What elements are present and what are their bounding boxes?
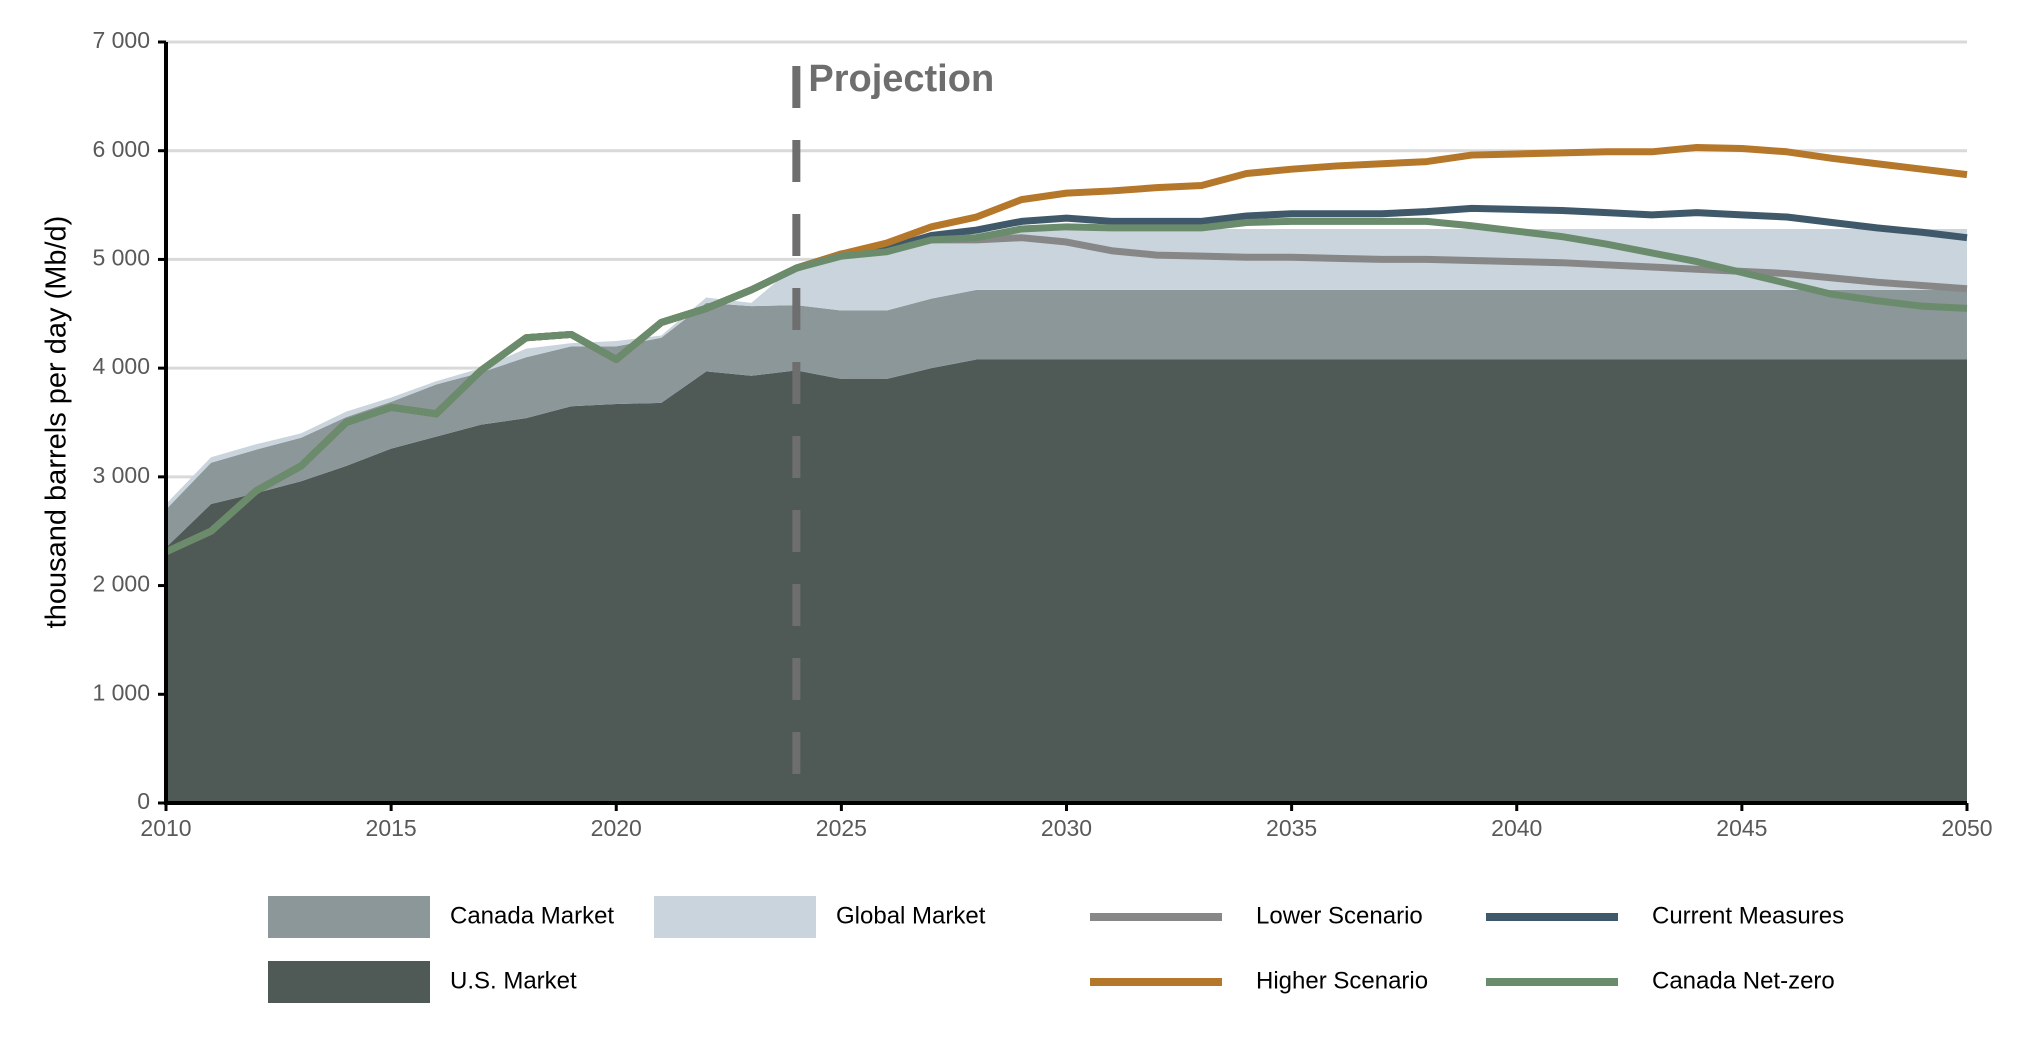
legend-swatch <box>654 896 816 938</box>
y-tick-label: 4 000 <box>92 353 150 379</box>
x-tick-label: 2040 <box>1491 815 1542 841</box>
x-tick-label: 2025 <box>816 815 867 841</box>
legend-label: Lower Scenario <box>1256 902 1423 929</box>
area <box>166 228 1967 510</box>
legend-label: U.S. Market <box>450 967 577 994</box>
x-tick-label: 2030 <box>1041 815 1092 841</box>
legend-label: Higher Scenario <box>1256 967 1428 994</box>
annotation: Projection <box>808 58 994 100</box>
y-tick-label: 6 000 <box>92 136 150 162</box>
legend-label: Current Measures <box>1652 902 1844 929</box>
x-tick-label: 2020 <box>591 815 642 841</box>
y-tick-label: 5 000 <box>92 245 150 271</box>
area <box>166 289 1967 548</box>
y-tick-label: 3 000 <box>92 462 150 488</box>
y-tick-label: 1 000 <box>92 679 150 705</box>
area <box>166 359 1967 803</box>
legend-label: Canada Market <box>450 902 614 929</box>
x-tick-label: 2015 <box>366 815 417 841</box>
line <box>164 217 1968 556</box>
y-tick-label: 7 000 <box>92 27 150 53</box>
x-tick-label: 2050 <box>1941 815 1992 841</box>
y-tick-label: 0 <box>137 788 150 814</box>
x-tick-label: 2045 <box>1716 815 1767 841</box>
y-tick-label: 2 000 <box>92 571 150 597</box>
legend-swatch <box>268 896 430 938</box>
legend-swatch <box>268 961 430 1003</box>
legend-label: Global Market <box>836 902 986 929</box>
y-axis-label: thousand barrels per day (Mb/d) <box>41 216 73 629</box>
x-tick-label: 2035 <box>1266 815 1317 841</box>
legend-label: Canada Net-zero <box>1652 967 1835 994</box>
x-tick-label: 2010 <box>140 815 191 841</box>
